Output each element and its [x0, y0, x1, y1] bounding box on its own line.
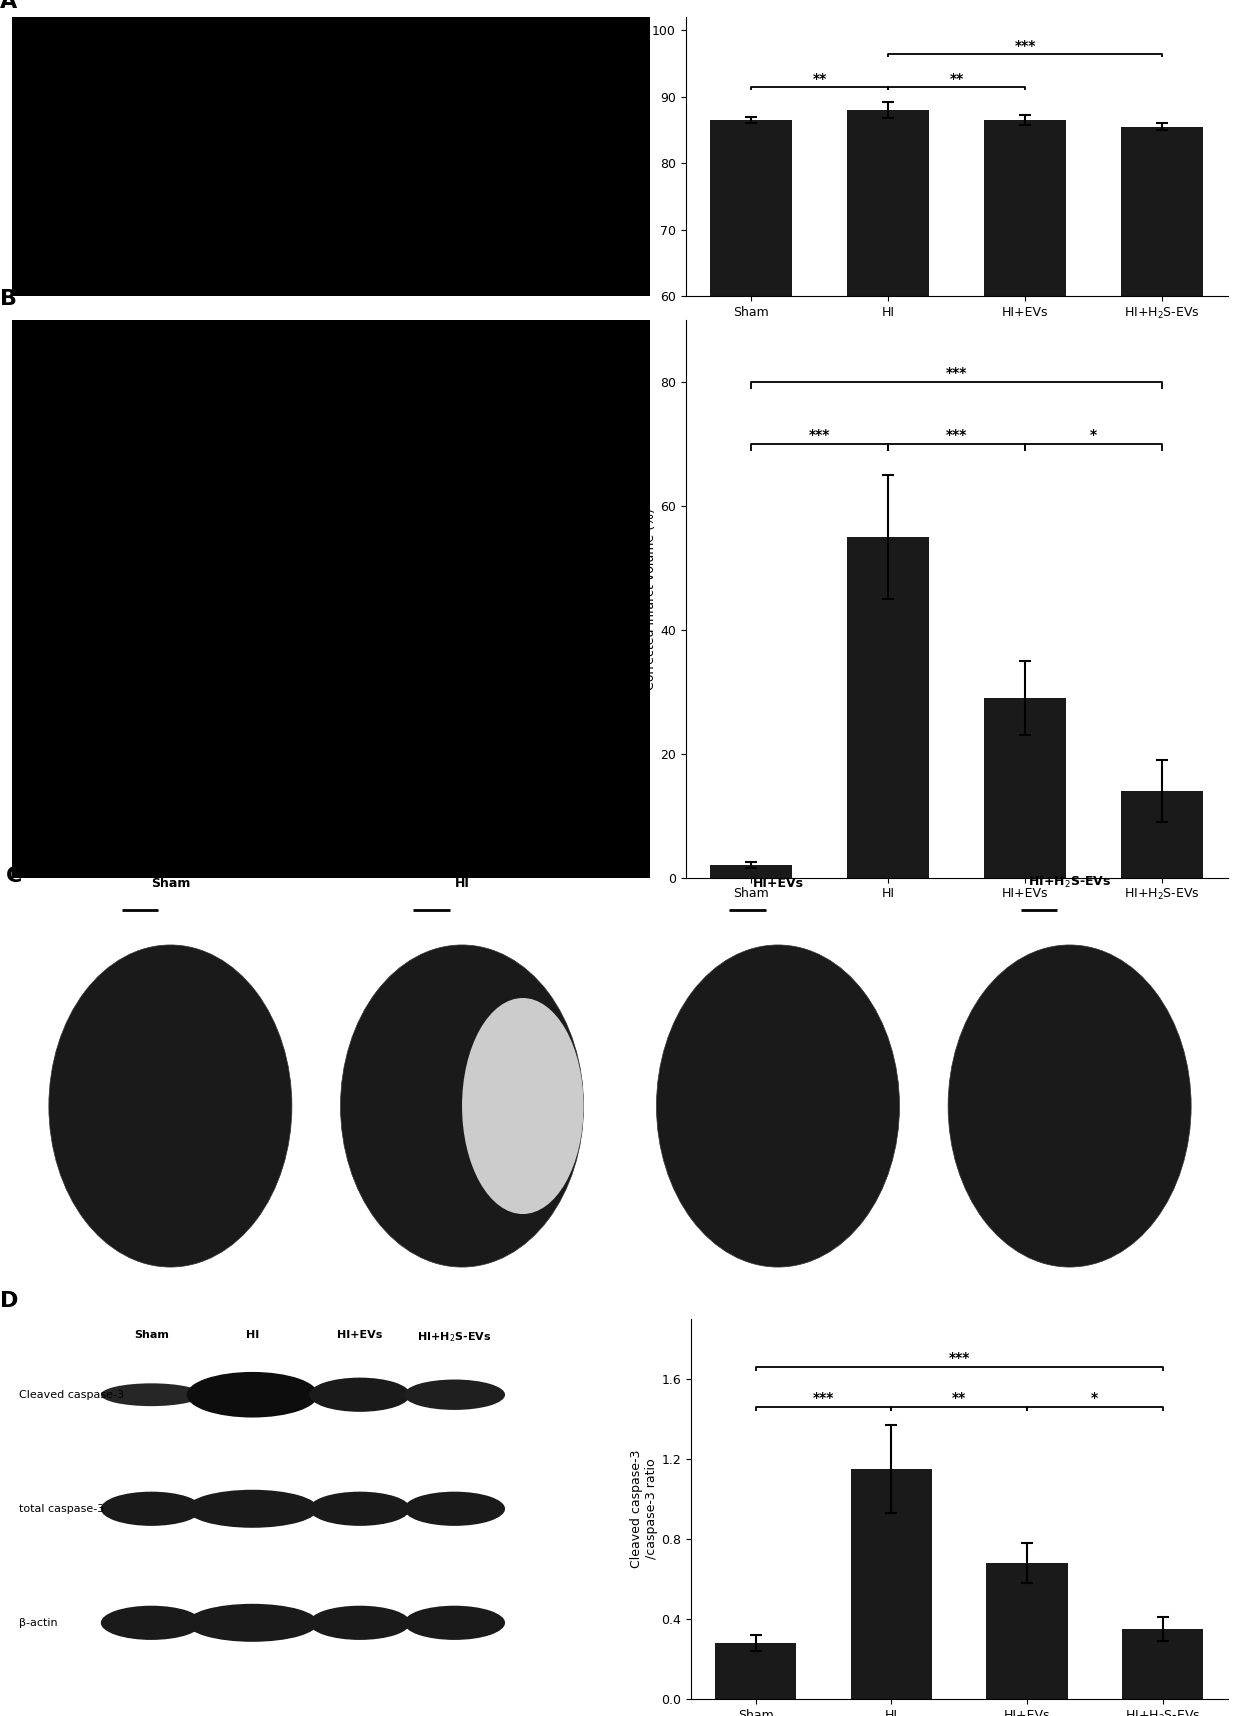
Ellipse shape — [656, 946, 899, 1266]
Text: total caspase-3: total caspase-3 — [19, 1503, 104, 1514]
Text: **: ** — [812, 72, 827, 86]
Ellipse shape — [949, 946, 1192, 1266]
Y-axis label: Brain water content (%): Brain water content (%) — [636, 81, 650, 232]
Text: HI: HI — [455, 877, 470, 891]
Bar — [1121, 127, 1203, 695]
Text: D: D — [0, 1290, 19, 1311]
Ellipse shape — [463, 999, 584, 1213]
Text: ***: *** — [949, 1350, 970, 1366]
Text: HI+EVs: HI+EVs — [337, 1330, 382, 1340]
Bar — [847, 110, 929, 695]
Ellipse shape — [309, 1606, 410, 1640]
Ellipse shape — [341, 946, 584, 1266]
Text: HI+H$_2$S-EVs: HI+H$_2$S-EVs — [418, 1330, 492, 1344]
Text: Sham: Sham — [72, 0, 112, 3]
Text: HI+EVs: HI+EVs — [386, 0, 436, 3]
Ellipse shape — [100, 1606, 202, 1640]
Bar — [847, 537, 929, 877]
Y-axis label: Cleaved caspase-3
/caspase-3 ratio: Cleaved caspase-3 /caspase-3 ratio — [630, 1450, 658, 1568]
Text: **: ** — [950, 72, 963, 86]
Text: ***: *** — [946, 427, 967, 443]
Ellipse shape — [404, 1380, 505, 1411]
Text: HI+H$_2$S-EVs: HI+H$_2$S-EVs — [1028, 875, 1111, 891]
Text: B: B — [0, 288, 16, 309]
Text: C: C — [6, 867, 22, 885]
Text: HI+EVs: HI+EVs — [753, 877, 804, 891]
Bar — [715, 1642, 796, 1699]
Ellipse shape — [309, 1491, 410, 1526]
Text: HI: HI — [244, 0, 259, 3]
Bar — [851, 1469, 932, 1699]
Text: *: * — [1091, 1392, 1099, 1405]
Bar — [1122, 1628, 1203, 1699]
Text: ***: *** — [946, 366, 967, 379]
Text: HI+H$_2$S-EVs: HI+H$_2$S-EVs — [528, 0, 613, 3]
Bar — [711, 120, 792, 695]
Ellipse shape — [404, 1491, 505, 1526]
Text: **: ** — [952, 1392, 966, 1405]
Ellipse shape — [309, 1378, 410, 1412]
Bar — [1121, 791, 1203, 877]
Bar — [986, 1563, 1068, 1699]
Ellipse shape — [100, 1491, 202, 1526]
Text: ***: *** — [808, 427, 831, 443]
Ellipse shape — [187, 1371, 319, 1417]
Text: Sham: Sham — [134, 1330, 169, 1340]
Text: HI: HI — [246, 1330, 259, 1340]
Text: *: * — [1090, 427, 1097, 443]
Text: ***: *** — [813, 1392, 835, 1405]
Ellipse shape — [187, 1489, 319, 1527]
Y-axis label: Corrected infarct volume (%): Corrected infarct volume (%) — [644, 508, 657, 690]
Ellipse shape — [100, 1383, 202, 1405]
Text: β-actin: β-actin — [19, 1618, 57, 1628]
Ellipse shape — [48, 946, 291, 1266]
Bar — [711, 865, 792, 877]
Ellipse shape — [404, 1606, 505, 1640]
Text: Cleaved caspase-3: Cleaved caspase-3 — [19, 1390, 124, 1400]
Bar — [985, 120, 1066, 695]
Text: ***: *** — [1014, 39, 1035, 53]
Text: Sham: Sham — [151, 877, 190, 891]
Bar — [985, 698, 1066, 877]
Ellipse shape — [187, 1604, 319, 1642]
Text: A: A — [0, 0, 17, 12]
